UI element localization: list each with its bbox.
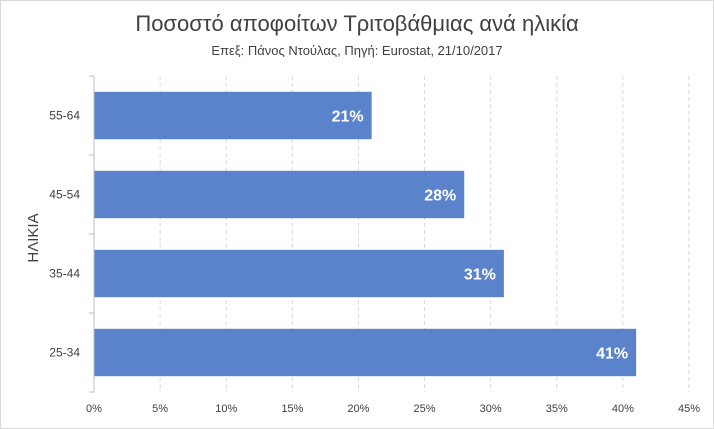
x-tick-label: 40% (612, 403, 634, 415)
x-tick-label: 5% (152, 403, 168, 415)
category-label: 45-54 (49, 188, 80, 202)
x-tick-label: 10% (215, 403, 237, 415)
category-label: 25-34 (49, 346, 80, 360)
axes: 0% 5% 10% 15% 20% 25% 30% 35% 40% 45% 55-64 45-54 35… (49, 75, 700, 415)
bars: 21% 28% 31% 41% (94, 91, 637, 377)
data-label: 28% (424, 188, 456, 205)
bar-25-34 (94, 328, 637, 377)
chart-subtitle: Επεξ: Πάνος Ντούλας, Πηγή: Eurostat, 21/… (211, 43, 503, 58)
data-label: 21% (332, 109, 364, 126)
x-tick-label: 35% (546, 403, 568, 415)
bar-55-64 (94, 91, 372, 140)
data-label: 31% (464, 267, 496, 284)
x-tick-label: 20% (347, 403, 369, 415)
x-tick-label: 25% (414, 403, 436, 415)
x-tick-label: 15% (281, 403, 303, 415)
x-tick-label: 0% (86, 403, 102, 415)
y-axis-title: ΗΛΙΚΙΑ (25, 213, 42, 262)
category-label: 35-44 (49, 267, 80, 281)
category-label: 55-64 (49, 109, 80, 123)
bar-45-54 (94, 170, 465, 219)
x-tick-label: 30% (480, 403, 502, 415)
chart-title: Ποσοστό αποφοίτων Τριτοβάθμιας ανά ηλικί… (135, 11, 579, 36)
data-label: 41% (596, 346, 628, 363)
bar-35-44 (94, 249, 504, 298)
x-tick-label: 45% (678, 403, 700, 415)
